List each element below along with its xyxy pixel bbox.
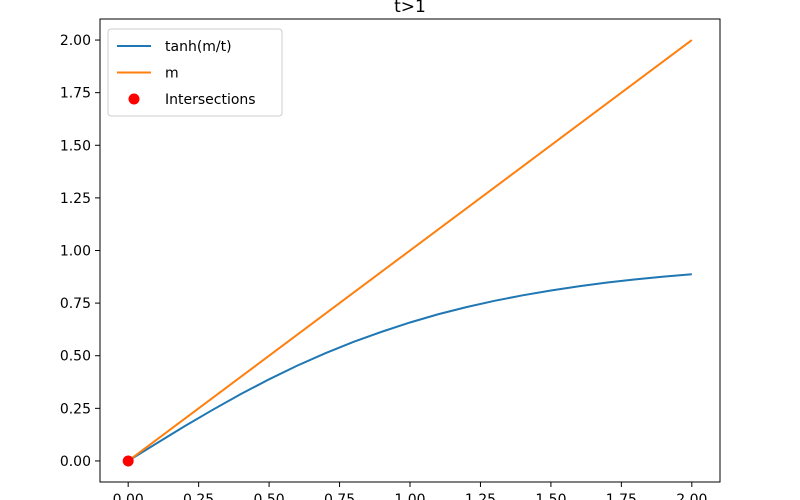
legend-swatch-2	[128, 93, 140, 105]
x-tick-label: 0.75	[324, 492, 355, 500]
y-tick-label: 1.25	[60, 191, 91, 207]
x-tick-label: 2.00	[676, 492, 707, 500]
intersection-point	[122, 455, 134, 467]
y-tick-label: 0.00	[60, 454, 91, 470]
x-tick-label: 0.00	[113, 492, 144, 500]
x-tick-label: 1.75	[606, 492, 637, 500]
y-tick-label: 1.50	[60, 138, 91, 154]
legend: tanh(m/t) m Intersections	[107, 28, 283, 117]
y-tick-label: 1.00	[60, 244, 91, 260]
plot-area	[122, 39, 693, 467]
x-tick-label: 1.25	[465, 492, 496, 500]
y-tick-label: 1.75	[60, 86, 91, 102]
series-line-0	[127, 273, 692, 462]
x-tick-label: 1.00	[394, 492, 425, 500]
x-tick-label: 0.50	[254, 492, 285, 500]
axes: 0.00 0.25 0.50 0.75 1.00 1.25 1.50 1.75 2.00 0.00…	[60, 33, 708, 500]
x-tick-label: 1.50	[535, 492, 566, 500]
legend-label: Intersections	[165, 92, 256, 108]
chart-title: t>1	[394, 0, 426, 17]
x-tick-label: 0.25	[183, 492, 214, 500]
y-tick-label: 0.25	[60, 401, 91, 417]
legend-label: m	[165, 66, 179, 82]
legend-label: tanh(m/t)	[165, 39, 232, 55]
y-tick-label: 2.00	[60, 33, 91, 49]
legend-box	[107, 28, 283, 117]
series-line-1	[127, 39, 693, 462]
y-tick-label: 0.50	[60, 349, 91, 365]
y-tick-label: 0.75	[60, 296, 91, 312]
